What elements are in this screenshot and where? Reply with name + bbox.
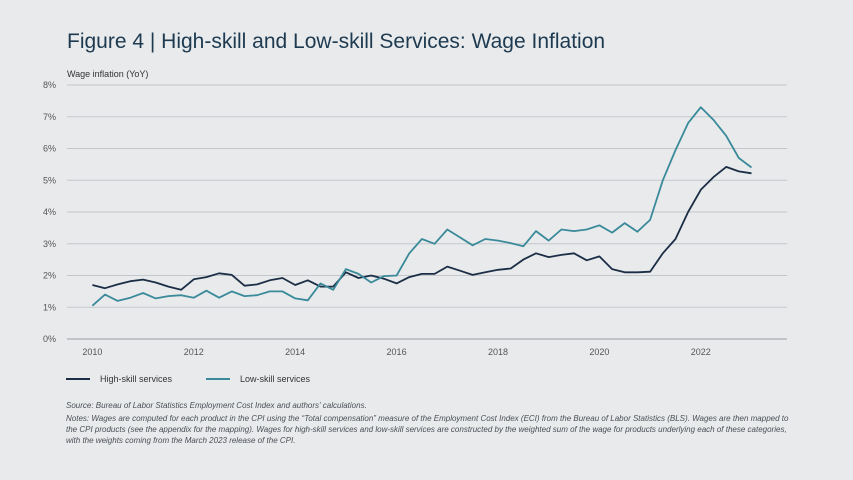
y-tick-label: 7%: [43, 112, 56, 122]
legend-item-low-skill: Low-skill services: [206, 374, 310, 384]
legend-swatch-high-skill: [66, 378, 90, 380]
methodology-note: Notes: Wages are computed for each produ…: [66, 414, 789, 445]
x-tick-labels: 2010 2012 2014 2016 2018 2020 2022: [82, 347, 710, 357]
y-tick-label: 3%: [43, 239, 56, 249]
x-tick-label: 2014: [285, 347, 305, 357]
legend: High-skill services Low-skill services: [66, 374, 310, 384]
chart-notes: Source: Bureau of Labor Statistics Emplo…: [66, 400, 796, 448]
source-note: Source: Bureau of Labor Statistics Emplo…: [66, 401, 367, 410]
legend-label-high-skill: High-skill services: [100, 374, 173, 384]
x-tick-label: 2010: [82, 347, 102, 357]
y-axis-label: Wage inflation (YoY): [67, 69, 148, 79]
x-tick-label: 2020: [589, 347, 609, 357]
gridlines: [67, 84, 787, 340]
x-tick-label: 2012: [184, 347, 204, 357]
series-line-high-skill: [92, 165, 752, 291]
y-tick-label: 0%: [43, 334, 56, 344]
legend-label-low-skill: Low-skill services: [240, 374, 311, 384]
x-tick-label: 2018: [488, 347, 508, 357]
y-tick-label: 4%: [43, 207, 56, 217]
legend-swatch-low-skill: [206, 378, 231, 380]
y-tick-labels: 0% 1% 2% 3% 4% 5% 6% 7% 8%: [43, 80, 56, 344]
y-tick-label: 8%: [43, 80, 56, 90]
y-tick-label: 1%: [43, 302, 56, 312]
x-tick-label: 2022: [691, 347, 711, 357]
y-tick-label: 5%: [43, 175, 56, 185]
y-tick-label: 2%: [43, 271, 56, 281]
legend-item-high-skill: High-skill services: [66, 374, 172, 384]
series-lines: [91, 106, 753, 307]
x-tick-label: 2016: [387, 347, 407, 357]
chart-title: Figure 4 | High-skill and Low-skill Serv…: [67, 30, 606, 53]
series-line-low-skill: [91, 106, 753, 307]
y-tick-label: 6%: [43, 144, 56, 154]
